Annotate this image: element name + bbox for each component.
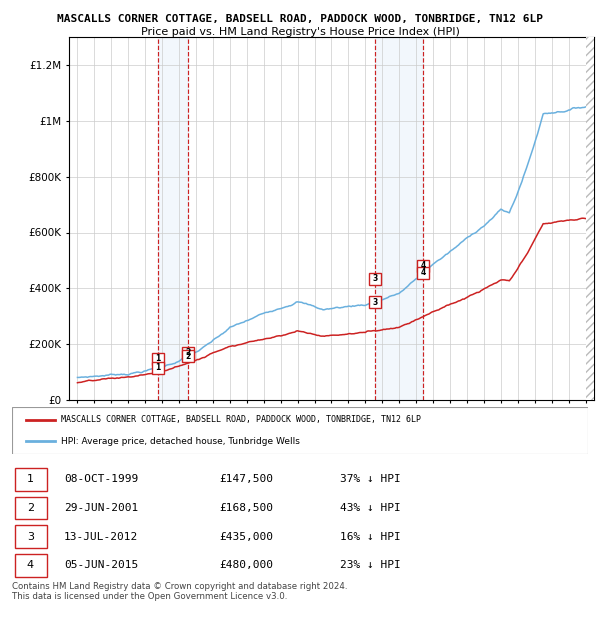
Text: 08-OCT-1999: 08-OCT-1999 — [64, 474, 138, 484]
Text: 1: 1 — [155, 363, 161, 373]
Text: 2: 2 — [27, 503, 34, 513]
FancyBboxPatch shape — [15, 497, 47, 520]
Text: 4: 4 — [421, 262, 426, 270]
FancyBboxPatch shape — [12, 407, 588, 454]
Text: 1: 1 — [155, 354, 161, 363]
FancyBboxPatch shape — [15, 525, 47, 548]
Text: Price paid vs. HM Land Registry's House Price Index (HPI): Price paid vs. HM Land Registry's House … — [140, 27, 460, 37]
Text: 16% ↓ HPI: 16% ↓ HPI — [340, 532, 401, 542]
Text: 1: 1 — [27, 474, 34, 484]
FancyBboxPatch shape — [15, 554, 47, 577]
Bar — [158, 37, 188, 400]
Text: 43% ↓ HPI: 43% ↓ HPI — [340, 503, 401, 513]
Text: HPI: Average price, detached house, Tunbridge Wells: HPI: Average price, detached house, Tunb… — [61, 436, 300, 446]
Text: 4: 4 — [27, 560, 34, 570]
Text: MASCALLS CORNER COTTAGE, BADSELL ROAD, PADDOCK WOOD, TONBRIDGE, TN12 6LP: MASCALLS CORNER COTTAGE, BADSELL ROAD, P… — [57, 14, 543, 24]
FancyBboxPatch shape — [15, 468, 47, 491]
Bar — [586, 37, 596, 400]
Text: 2: 2 — [185, 352, 190, 361]
Text: Contains HM Land Registry data © Crown copyright and database right 2024.
This d: Contains HM Land Registry data © Crown c… — [12, 582, 347, 601]
Text: 3: 3 — [373, 274, 378, 283]
Text: £168,500: £168,500 — [220, 503, 274, 513]
Text: MASCALLS CORNER COTTAGE, BADSELL ROAD, PADDOCK WOOD, TONBRIDGE, TN12 6LP: MASCALLS CORNER COTTAGE, BADSELL ROAD, P… — [61, 415, 421, 425]
Text: 3: 3 — [27, 532, 34, 542]
Text: 13-JUL-2012: 13-JUL-2012 — [64, 532, 138, 542]
Text: £480,000: £480,000 — [220, 560, 274, 570]
Text: 37% ↓ HPI: 37% ↓ HPI — [340, 474, 401, 484]
Text: £147,500: £147,500 — [220, 474, 274, 484]
Text: 05-JUN-2015: 05-JUN-2015 — [64, 560, 138, 570]
Text: 23% ↓ HPI: 23% ↓ HPI — [340, 560, 401, 570]
Text: 29-JUN-2001: 29-JUN-2001 — [64, 503, 138, 513]
Text: 2: 2 — [185, 348, 190, 357]
Text: 4: 4 — [421, 268, 426, 277]
Bar — [375, 37, 423, 400]
Text: 3: 3 — [373, 298, 378, 307]
Text: £435,000: £435,000 — [220, 532, 274, 542]
